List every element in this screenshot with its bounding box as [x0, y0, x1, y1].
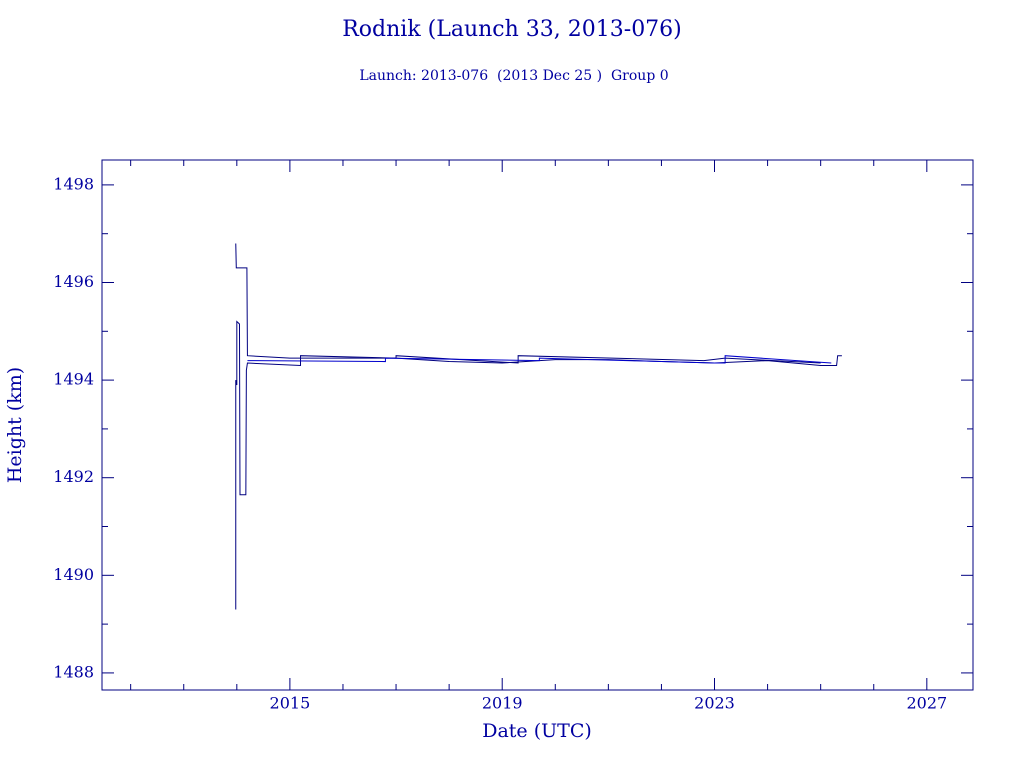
y-tick-label: 1494	[53, 370, 94, 389]
y-tick-label: 1490	[53, 565, 94, 584]
x-tick-label: 2019	[482, 694, 523, 713]
y-tick-label: 1488	[53, 662, 94, 681]
series-line	[235, 243, 842, 366]
x-axis-label: Date (UTC)	[482, 720, 592, 742]
x-tick-label: 2023	[694, 694, 735, 713]
chart-subtitle: Launch: 2013-076 (2013 Dec 25 ) Group 0	[359, 68, 668, 84]
x-tick-label: 2015	[270, 694, 311, 713]
plot-frame	[101, 159, 974, 691]
series-line	[235, 320, 821, 610]
y-tick-label: 1492	[53, 467, 94, 486]
y-axis-label: Height (km)	[4, 367, 26, 483]
x-tick-label: 2027	[906, 694, 947, 713]
chart-title: Rodnik (Launch 33, 2013-076)	[342, 17, 682, 42]
y-tick-label: 1498	[53, 174, 94, 193]
y-tick-label: 1496	[53, 272, 94, 291]
series-line	[247, 355, 832, 364]
